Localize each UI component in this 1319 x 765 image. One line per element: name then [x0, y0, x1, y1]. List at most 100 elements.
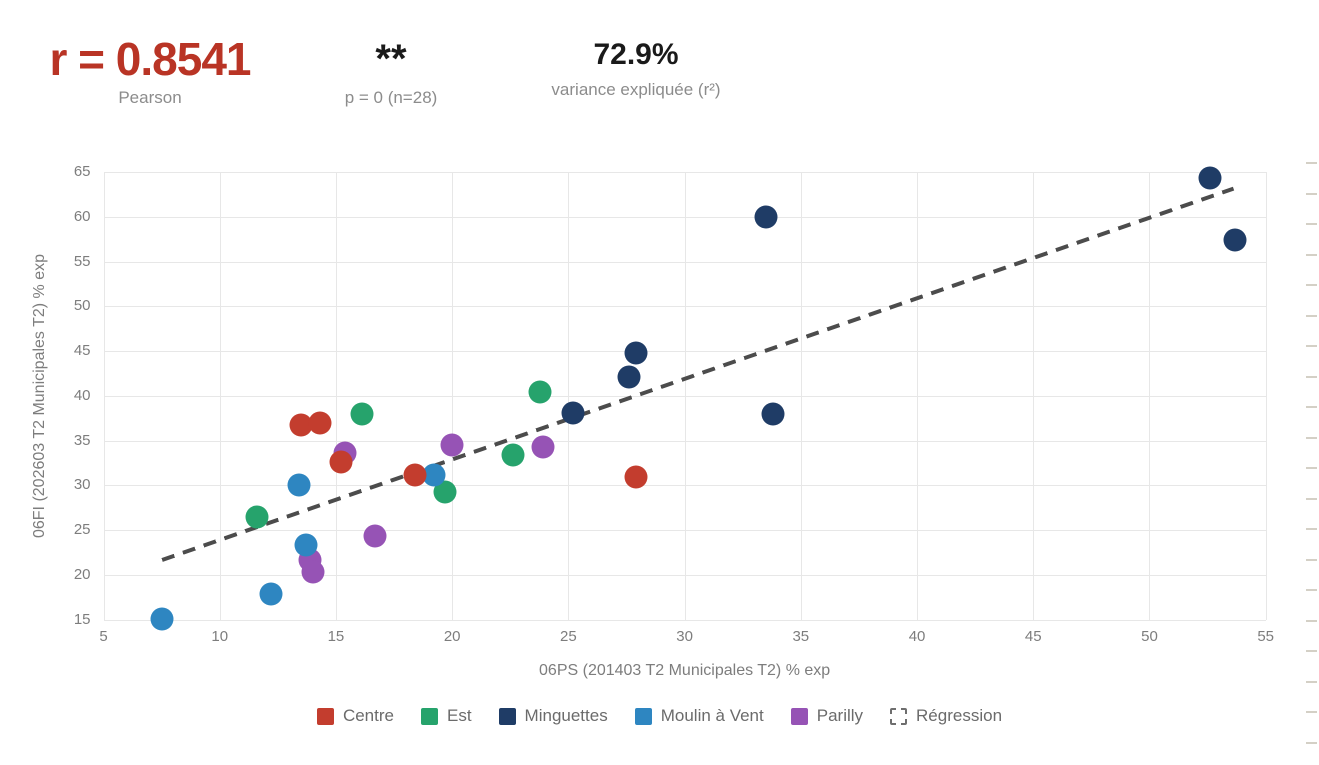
- legend-label: Minguettes: [524, 706, 608, 725]
- y-tick-label: 65: [73, 163, 91, 180]
- point-parilly[interactable]: [531, 435, 555, 459]
- x-tick-label: 40: [908, 627, 926, 645]
- scatter-chart: 5 10 15 20 25 30 35 40 45 50 55 15 20 25 30 35 40 45 50 55 6…: [0, 140, 1319, 700]
- point-minguettes[interactable]: [1198, 166, 1222, 190]
- point-est[interactable]: [245, 505, 269, 529]
- minguettes-swatch-icon: [498, 707, 516, 725]
- regression-line: [161, 186, 1234, 562]
- x-axis-title: 06PS (201403 T2 Municipales T2) % exp: [539, 661, 831, 679]
- legend-item-minguettes[interactable]: Minguettes: [498, 706, 608, 726]
- edge-tick-mark: [1306, 497, 1317, 500]
- edge-tick-mark: [1306, 589, 1317, 591]
- h-gridline: [103, 530, 1266, 531]
- legend-label: Centre: [342, 706, 394, 725]
- point-minguettes[interactable]: [624, 341, 648, 365]
- legend-item-regression[interactable]: Régression: [890, 706, 1002, 726]
- edge-tick-mark: [1306, 223, 1317, 225]
- h-gridline: [103, 351, 1266, 352]
- y-tick-label: 45: [73, 342, 91, 359]
- legend-item-moulin-a-vent[interactable]: Moulin à Vent: [634, 706, 764, 726]
- point-minguettes[interactable]: [1223, 228, 1247, 252]
- y-tick-label: 50: [73, 297, 91, 315]
- point-moulin-a-vent[interactable]: [150, 607, 174, 631]
- point-moulin-a-vent[interactable]: [422, 463, 446, 487]
- edge-tick-mark: [1306, 192, 1317, 195]
- point-moulin-a-vent[interactable]: [287, 473, 311, 497]
- y-tick-label: 20: [73, 565, 91, 583]
- edge-tick-mark: [1306, 741, 1317, 744]
- y-tick-label: 55: [73, 252, 91, 270]
- variance-label: variance expliquée (r²): [551, 80, 721, 99]
- legend-label: Régression: [916, 706, 1003, 725]
- point-est[interactable]: [433, 480, 457, 504]
- point-minguettes[interactable]: [561, 401, 585, 425]
- edge-tick-mark: [1306, 345, 1317, 347]
- y-tick-label: 30: [73, 476, 91, 494]
- legend-label: Moulin à Vent: [660, 706, 764, 725]
- edge-tick-mark: [1306, 162, 1317, 164]
- h-gridline: [103, 440, 1266, 442]
- x-tick-label: 30: [676, 627, 693, 645]
- centre-swatch-icon: [316, 707, 334, 725]
- point-parilly[interactable]: [363, 524, 387, 548]
- point-moulin-a-vent[interactable]: [294, 533, 318, 557]
- h-gridline: [103, 574, 1266, 576]
- point-minguettes[interactable]: [761, 402, 785, 426]
- x-tick-label: 55: [1257, 627, 1275, 645]
- edge-tick-mark: [1306, 314, 1317, 317]
- chart-legend: Centre Est Minguettes Moulin à Vent Parilly R…: [0, 706, 1319, 726]
- point-est[interactable]: [528, 380, 552, 404]
- legend-item-parilly[interactable]: Parilly: [790, 706, 864, 726]
- edge-tick-mark: [1306, 619, 1317, 622]
- significance-stars: **: [375, 37, 407, 81]
- edge-tick-mark: [1306, 558, 1317, 561]
- h-gridline: [103, 306, 1266, 308]
- point-est[interactable]: [501, 443, 525, 467]
- y-tick-label: 35: [73, 431, 91, 449]
- point-centre[interactable]: [289, 413, 313, 437]
- edge-tick-mark: [1306, 406, 1317, 408]
- significance-stat-block: ** p = 0 (n=28): [291, 30, 491, 108]
- point-centre[interactable]: [624, 465, 648, 489]
- point-minguettes[interactable]: [617, 365, 641, 389]
- point-minguettes[interactable]: [754, 205, 778, 229]
- point-centre[interactable]: [308, 411, 332, 435]
- point-parilly[interactable]: [440, 433, 464, 457]
- h-gridline: [103, 172, 1266, 173]
- pearson-label: Pearson: [118, 88, 182, 107]
- legend-item-centre[interactable]: Centre: [316, 706, 394, 726]
- h-gridline: [103, 485, 1266, 487]
- pearson-value: r = 0.8541: [49, 33, 251, 85]
- parilly-swatch-icon: [790, 707, 808, 725]
- h-gridline: [103, 261, 1266, 263]
- legend-item-est[interactable]: Est: [420, 706, 472, 726]
- moulin-a-vent-swatch-icon: [634, 707, 652, 725]
- edge-tick-mark: [1306, 528, 1317, 530]
- x-tick-label: 20: [443, 627, 461, 645]
- edge-tick-mark: [1306, 680, 1317, 683]
- y-axis-title: 06FI (202603 T2 Municipales T2) % exp: [31, 253, 48, 538]
- est-swatch-icon: [420, 707, 438, 725]
- legend-label: Parilly: [816, 706, 864, 725]
- x-tick-label: 25: [560, 627, 577, 645]
- point-centre[interactable]: [329, 450, 353, 474]
- variance-stat-block: 72.9% variance expliquée (r²): [516, 30, 756, 100]
- point-moulin-a-vent[interactable]: [259, 582, 283, 606]
- point-parilly[interactable]: [301, 560, 325, 584]
- point-est[interactable]: [350, 402, 373, 426]
- edge-tick-mark: [1306, 467, 1317, 469]
- point-centre[interactable]: [403, 463, 427, 486]
- y-tick-label: 25: [73, 521, 91, 538]
- legend-label: Est: [446, 706, 472, 725]
- h-gridline: [103, 216, 1266, 218]
- h-gridline: [103, 395, 1266, 397]
- edge-tick-mark: [1306, 375, 1317, 378]
- variance-value: 72.9%: [593, 38, 679, 71]
- h-gridline: [103, 619, 1266, 621]
- x-tick-label: 10: [211, 627, 229, 645]
- x-tick-label: 5: [99, 627, 108, 645]
- edge-tick-mark: [1306, 711, 1317, 713]
- y-tick-label: 40: [73, 386, 91, 404]
- x-tick-label: 15: [327, 627, 345, 645]
